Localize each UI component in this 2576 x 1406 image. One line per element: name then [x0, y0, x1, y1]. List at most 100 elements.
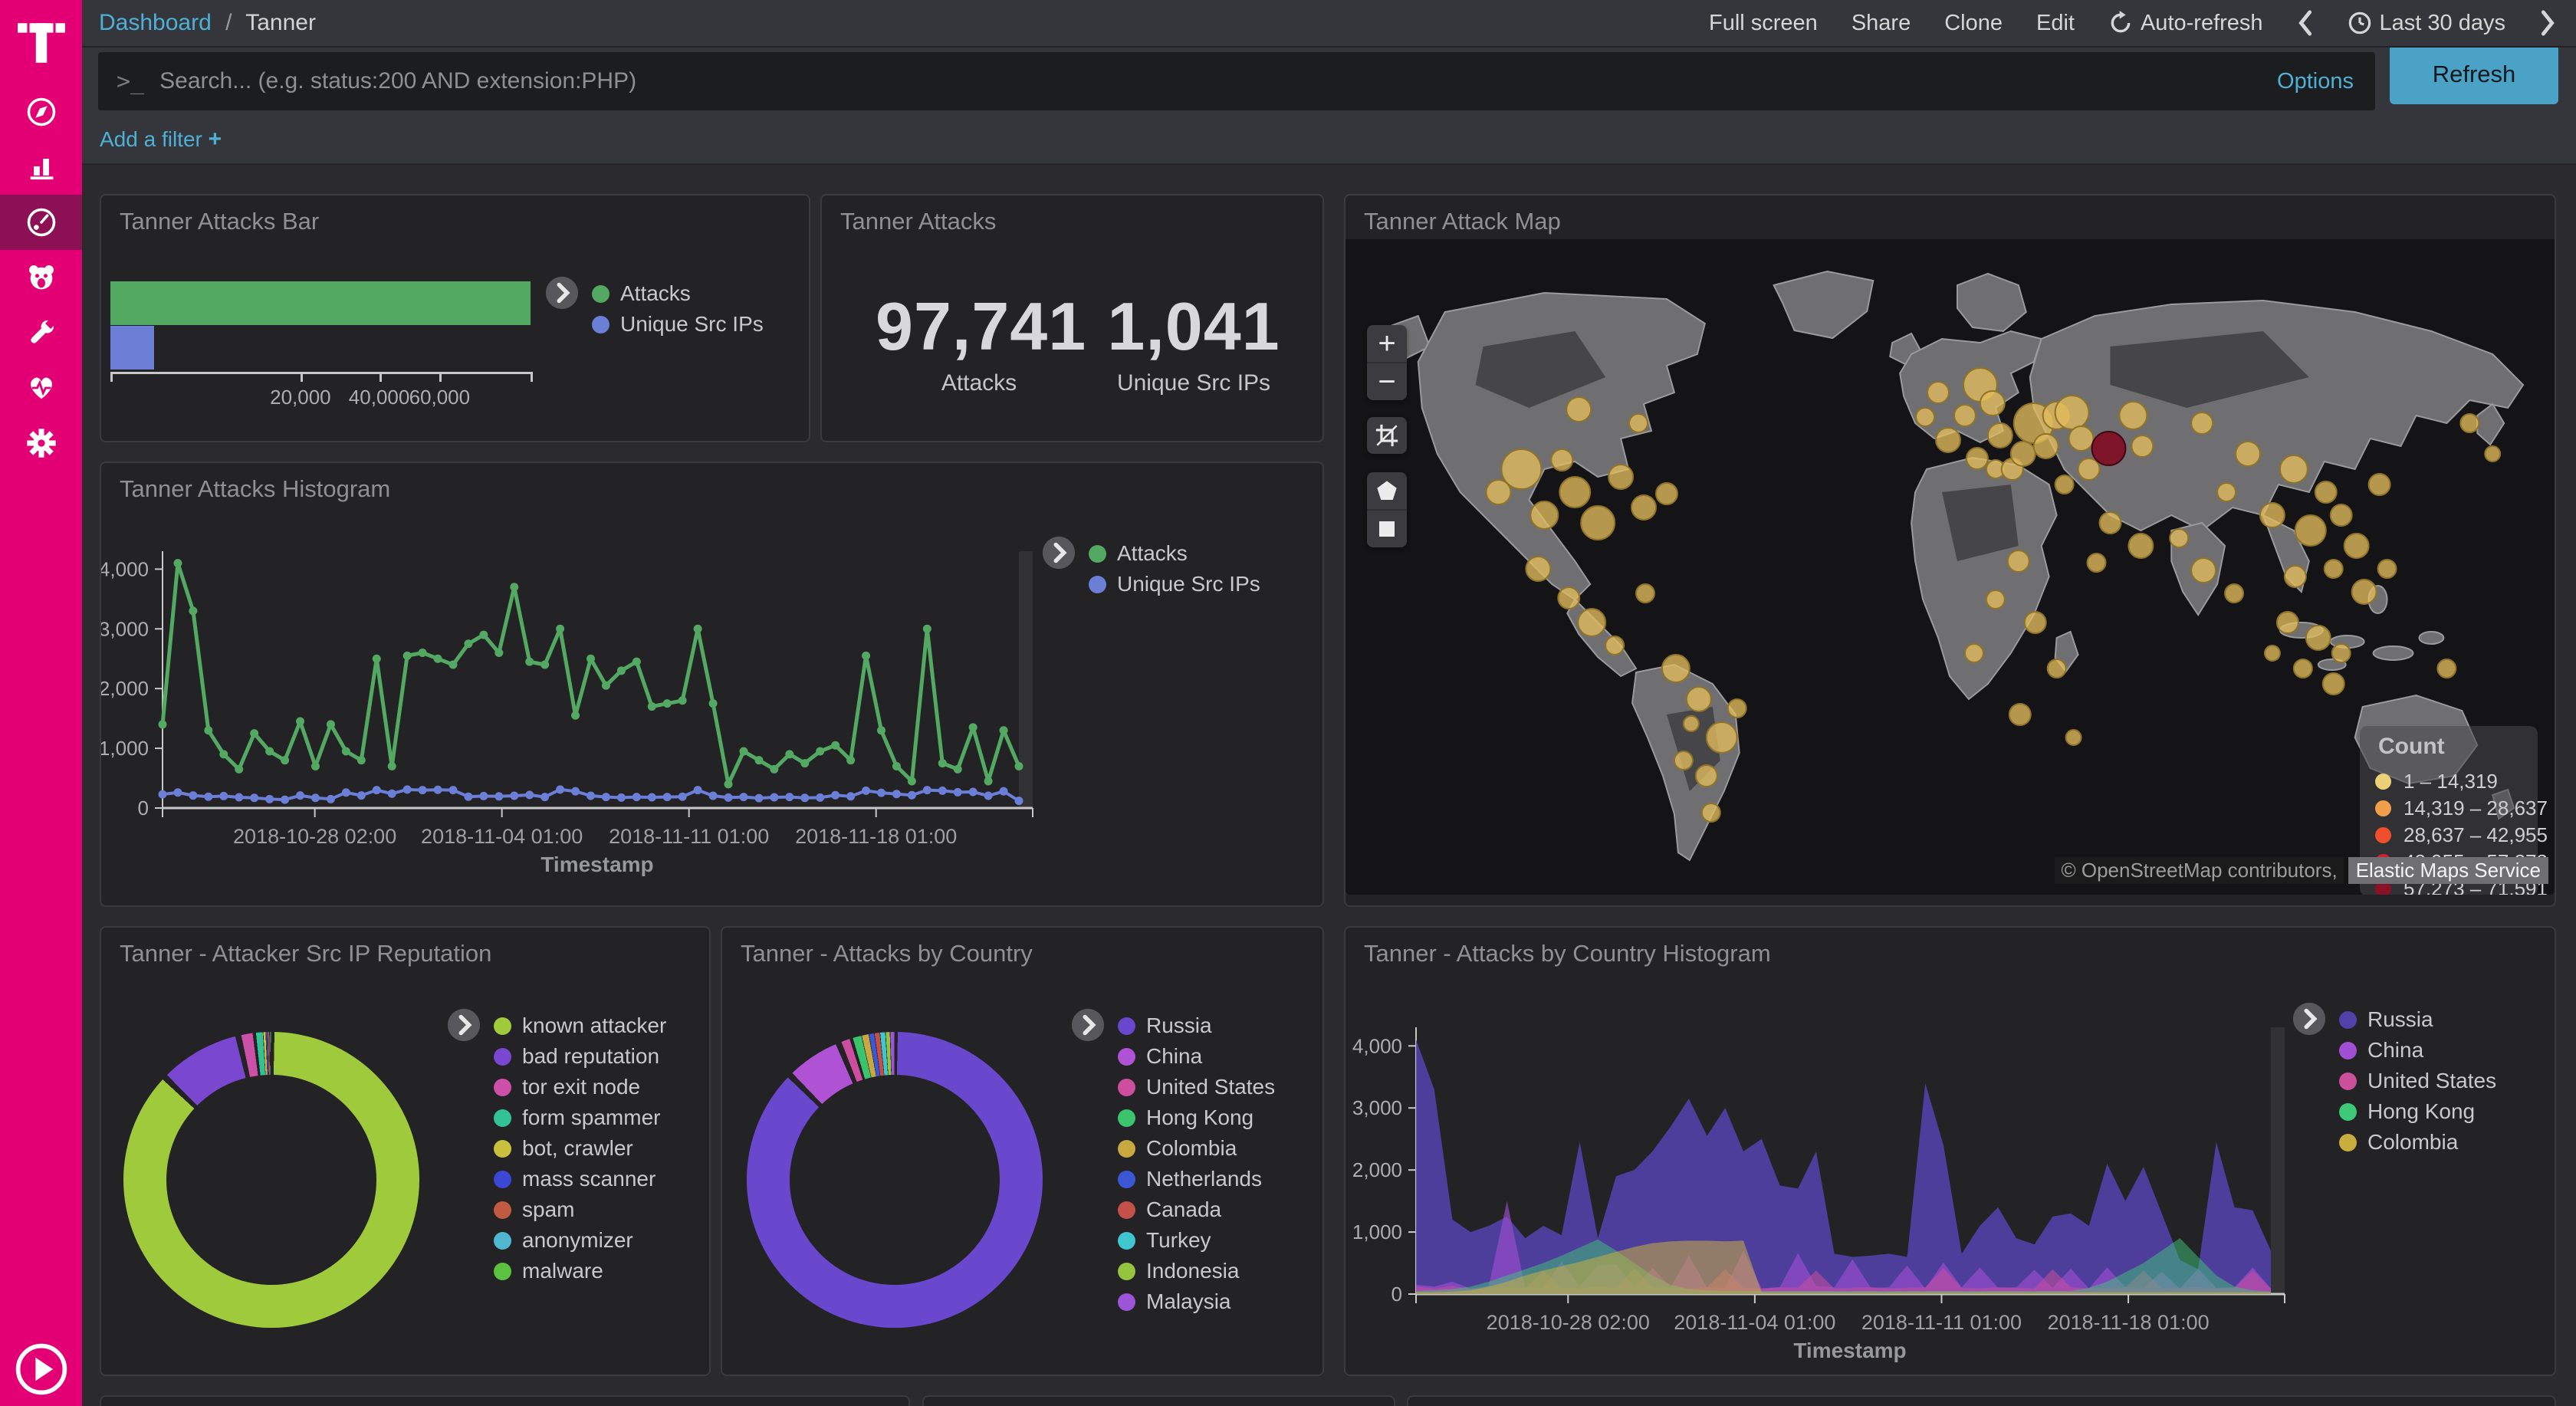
options-link[interactable]: Options — [2277, 68, 2354, 94]
attack-location-dot — [2377, 559, 2397, 579]
elastic-maps-attribution[interactable]: Elastic Maps Service — [2348, 857, 2548, 884]
attack-location-dot — [2235, 441, 2261, 467]
auto-refresh-button[interactable]: Auto-refresh — [2108, 11, 2263, 36]
legend-item[interactable]: malware — [494, 1259, 603, 1283]
full-screen-button[interactable]: Full screen — [1708, 10, 1818, 35]
map-zoom-in-button[interactable]: + — [1378, 326, 1396, 360]
legend-label: Malaysia — [1146, 1289, 1231, 1313]
attack-location-dot — [2190, 412, 2214, 435]
legend-item[interactable]: bot, crawler — [494, 1136, 633, 1161]
sidebar-item-discover[interactable] — [0, 84, 82, 140]
map-legend-label: 28,637 – 42,955 — [2404, 823, 2548, 846]
legend-item[interactable]: Hong Kong — [1118, 1105, 1254, 1130]
sidebar-collapse-button[interactable] — [0, 1340, 82, 1398]
legend-expand-button[interactable] — [2292, 1001, 2327, 1040]
time-forward-button[interactable] — [2539, 10, 2556, 36]
add-filter-link[interactable]: Add a filter + — [100, 126, 222, 152]
chevron-left-icon — [2298, 10, 2312, 36]
clock-icon — [2348, 11, 2371, 34]
legend-expand-button[interactable] — [446, 1007, 481, 1046]
legend-expand-button[interactable] — [1041, 535, 1076, 574]
search-input[interactable] — [158, 67, 2278, 95]
legend-item[interactable]: United States — [1118, 1075, 1275, 1099]
legend-item[interactable]: China — [2339, 1038, 2423, 1063]
attack-location-dot — [1985, 590, 2006, 609]
attack-location-dot — [2279, 455, 2308, 484]
map-draw-rectangle-button[interactable] — [1367, 509, 1407, 547]
legend-label: tor exit node — [522, 1075, 641, 1099]
svg-text:0: 0 — [138, 797, 149, 820]
map-legend-item: 28,637 – 42,955 — [2375, 823, 2548, 847]
legend-item[interactable]: Russia — [2339, 1007, 2433, 1032]
breadcrumb-dashboard-link[interactable]: Dashboard — [99, 10, 212, 35]
time-range-picker[interactable]: Last 30 days — [2348, 11, 2505, 36]
legend-item[interactable]: Russia — [1118, 1013, 1212, 1038]
top-navbar: Dashboard / Tanner Full screen Share Clo… — [82, 0, 2576, 48]
legend-item[interactable]: Hong Kong — [2339, 1099, 2475, 1124]
country-histogram-chart[interactable]: 4,000 3,000 2,000 1,000 0 2018-10-28 02:00 201… — [1346, 928, 2558, 1378]
legend-item[interactable]: form spammer — [494, 1105, 660, 1130]
legend-item[interactable]: Colombia — [1118, 1136, 1237, 1161]
partial-panel — [922, 1395, 1395, 1406]
legend-item[interactable]: known attacker — [494, 1013, 666, 1038]
sidebar-item-siem[interactable] — [0, 250, 82, 305]
legend-item[interactable]: Unique Src IPs — [1089, 572, 1260, 596]
attack-location-dots[interactable] — [1485, 367, 2502, 823]
map-zoom-out-button[interactable]: − — [1367, 362, 1407, 400]
legend-item[interactable]: mass scanner — [494, 1167, 656, 1191]
bar-unique-src-ips[interactable] — [110, 326, 154, 370]
attack-location-dot — [1566, 396, 1592, 422]
map-legend-label: 1 – 14,319 — [2404, 770, 2498, 793]
sidebar-item-dashboard[interactable] — [0, 195, 82, 250]
attacks-histogram-chart[interactable]: 4,000 3,000 2,000 1,000 0 2018-10-28 02:00 201… — [99, 463, 1326, 908]
attack-location-dot — [1694, 764, 1718, 787]
legend-expand-button[interactable] — [1070, 1007, 1106, 1046]
clone-button[interactable]: Clone — [1944, 10, 2003, 35]
sidebar-item-dev-tools[interactable] — [0, 305, 82, 360]
legend-item[interactable]: Malaysia — [1118, 1289, 1230, 1314]
sidebar-item-monitoring[interactable] — [0, 360, 82, 416]
attacks-bar-chart[interactable]: 20,000 40,000 60,000 — [101, 195, 812, 444]
map-bounds-filter-button[interactable] — [1367, 417, 1407, 454]
legend-item[interactable]: Unique Src IPs — [592, 312, 764, 337]
chevron-right-circle-icon — [447, 1008, 481, 1042]
legend-item[interactable]: tor exit node — [494, 1075, 640, 1099]
legend-item[interactable]: Attacks — [1089, 541, 1188, 566]
map-draw-polygon-button[interactable] — [1367, 472, 1407, 509]
svg-text:3,000: 3,000 — [101, 617, 149, 640]
legend-item[interactable]: China — [1118, 1044, 1202, 1069]
legend-label: Colombia — [1146, 1136, 1237, 1160]
sidebar — [0, 0, 82, 1406]
legend-item[interactable]: Colombia — [2339, 1130, 2458, 1155]
attack-location-dot — [1965, 447, 1989, 470]
legend-item[interactable]: Turkey — [1118, 1228, 1211, 1253]
legend-item[interactable]: anonymizer — [494, 1228, 633, 1253]
legend-item[interactable]: Netherlands — [1118, 1167, 1262, 1191]
legend-item[interactable]: United States — [2339, 1069, 2496, 1093]
plus-icon: + — [208, 126, 222, 152]
share-button[interactable]: Share — [1851, 10, 1911, 35]
legend-item[interactable]: bad reputation — [494, 1044, 659, 1069]
refresh-button[interactable]: Refresh — [2390, 44, 2558, 104]
legend-item[interactable]: spam — [494, 1197, 574, 1222]
legend-swatch — [2339, 1072, 2357, 1090]
legend-item[interactable]: Attacks — [592, 281, 691, 306]
attack-location-dot — [2190, 557, 2217, 583]
legend-item[interactable]: Indonesia — [1118, 1259, 1239, 1283]
sidebar-item-management[interactable] — [0, 416, 82, 471]
bar-attacks[interactable] — [110, 281, 531, 325]
legend-expand-button[interactable] — [544, 275, 580, 314]
edit-button[interactable]: Edit — [2036, 10, 2075, 35]
legend-swatch — [494, 1201, 511, 1219]
attack-location-dot — [1550, 448, 1574, 471]
attack-location-dot — [2009, 441, 2036, 467]
chevron-right-circle-icon — [1071, 1008, 1105, 1042]
time-back-button[interactable] — [2297, 10, 2314, 36]
sidebar-item-visualize[interactable] — [0, 140, 82, 195]
legend-item[interactable]: Canada — [1118, 1197, 1221, 1222]
world-map[interactable]: + − — [1346, 239, 2555, 895]
attack-location-dot — [2367, 473, 2391, 496]
t-mobile-logo[interactable] — [0, 0, 82, 84]
attack-location-dot — [2065, 729, 2082, 746]
svg-text:1,000: 1,000 — [101, 737, 149, 760]
